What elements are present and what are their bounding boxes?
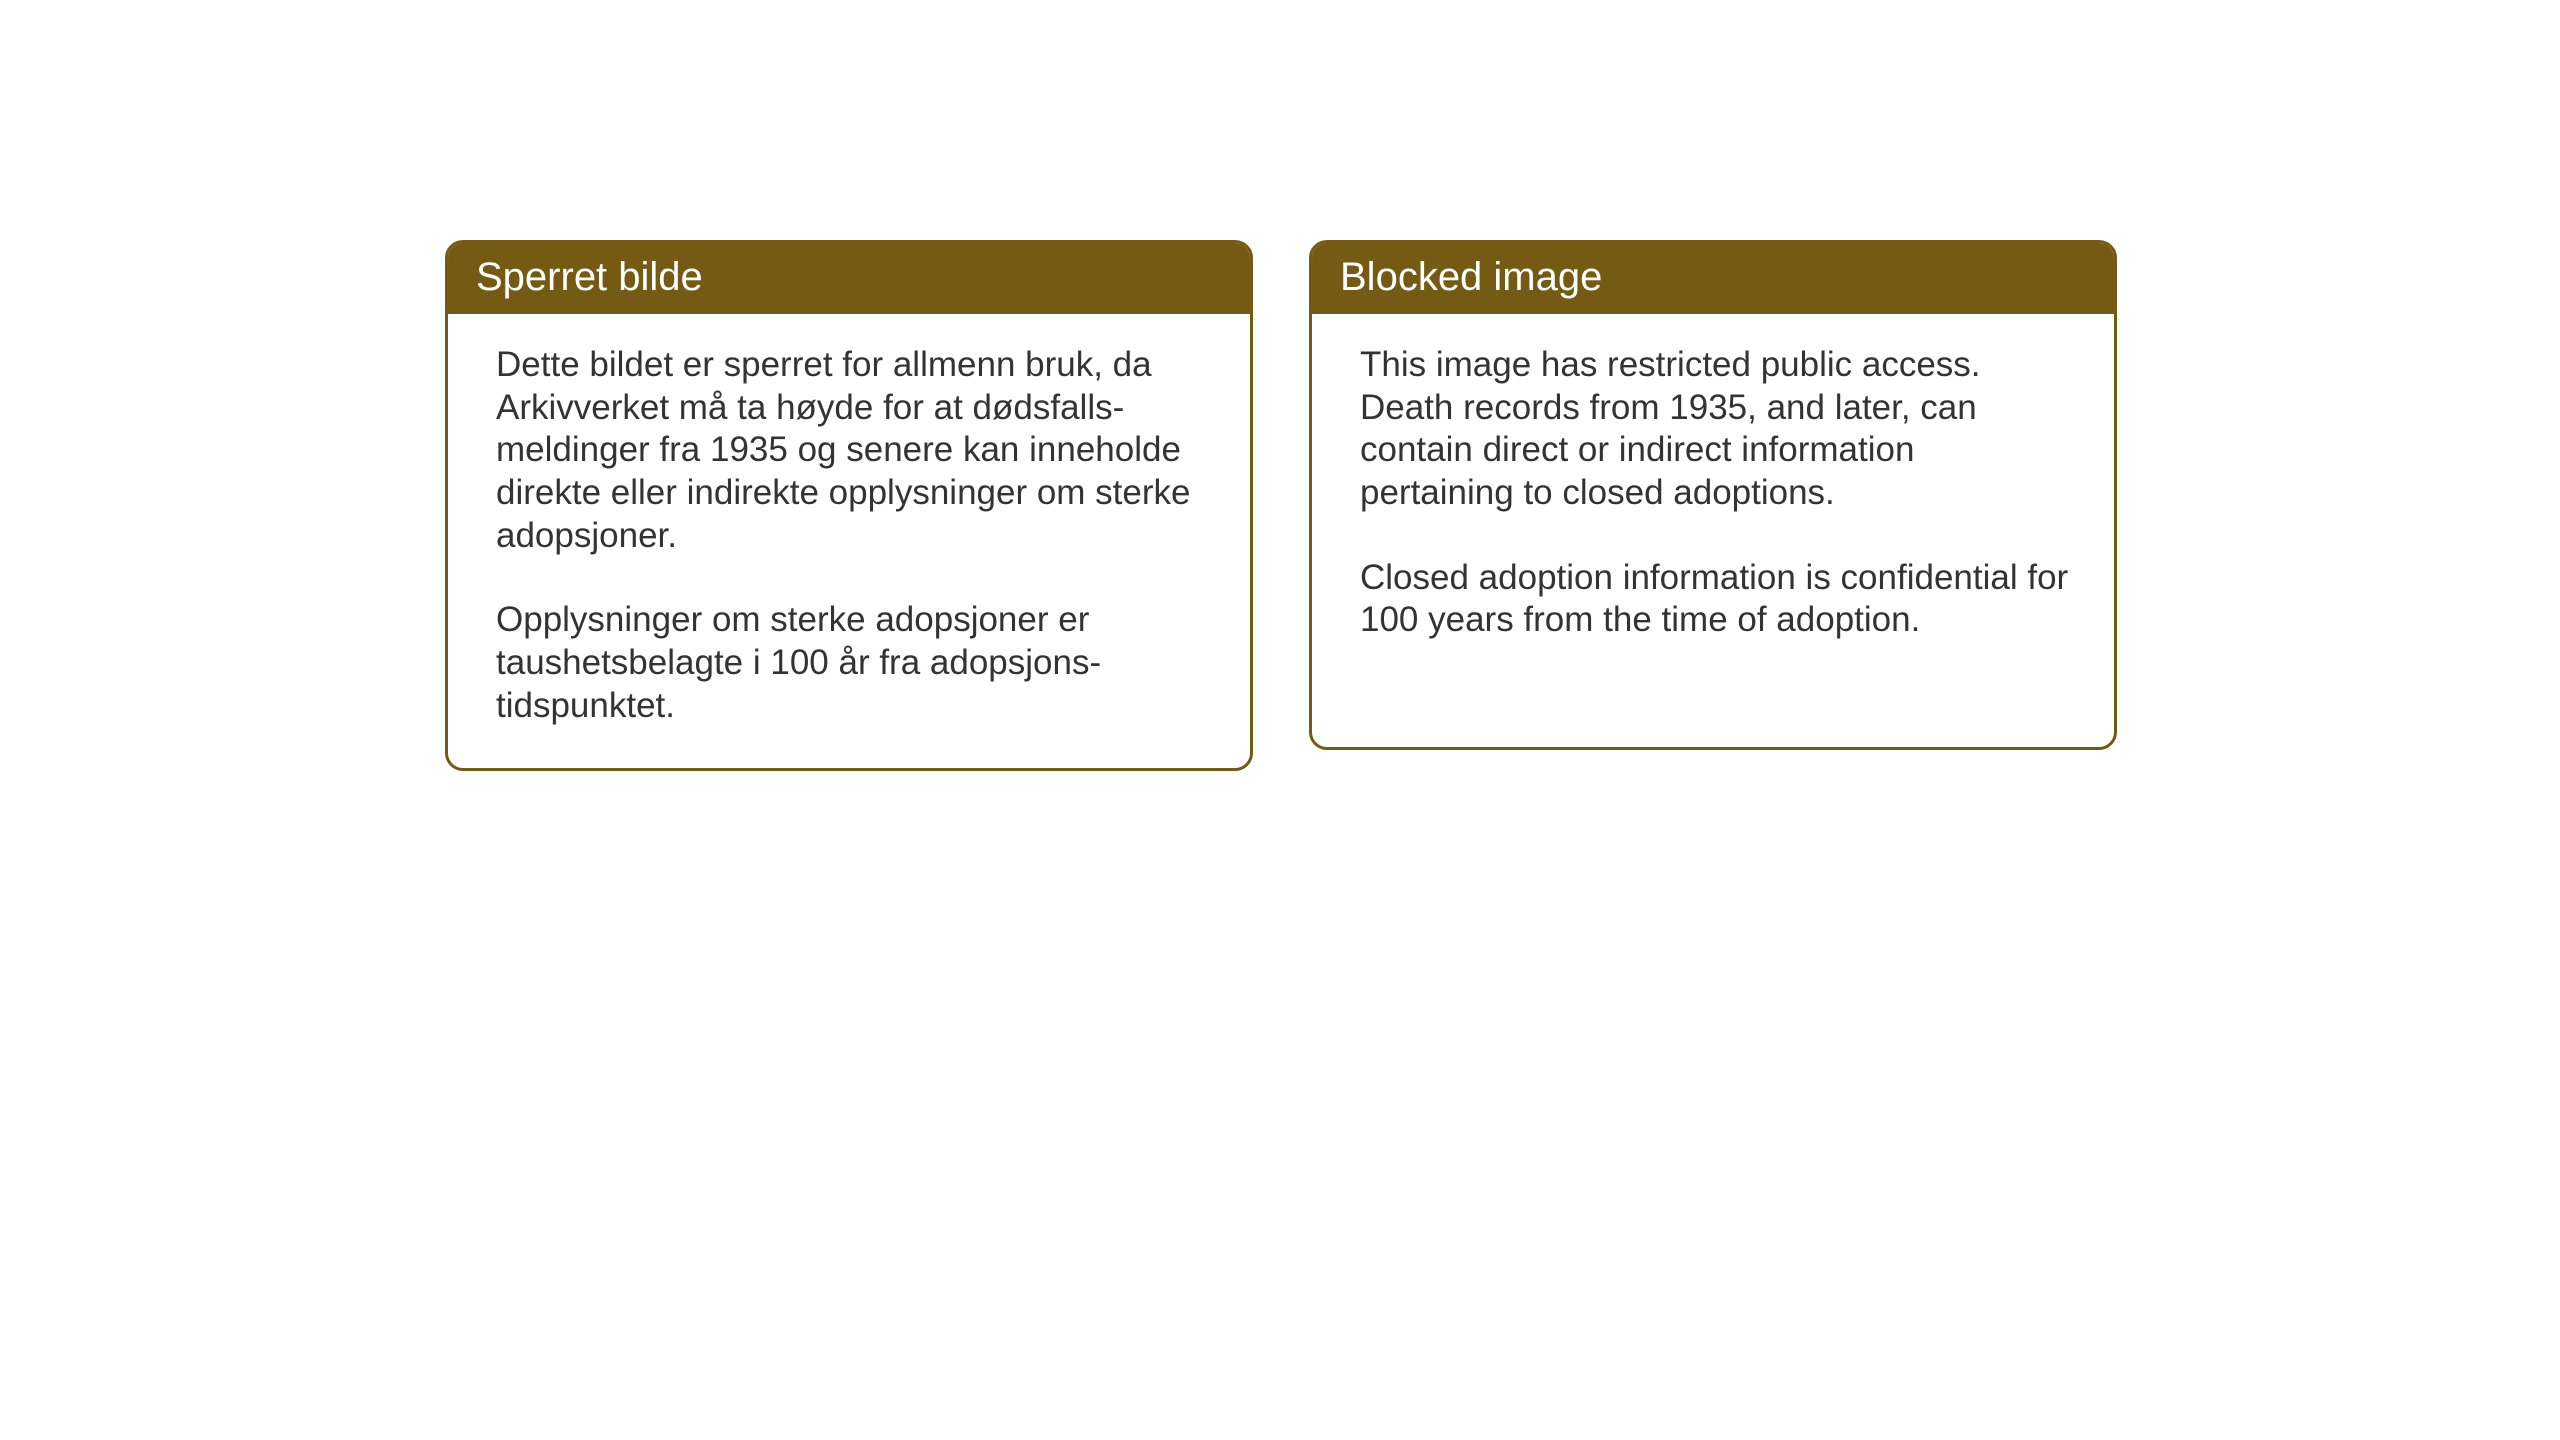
notice-header-english: Blocked image — [1312, 243, 2114, 314]
notice-box-norwegian: Sperret bilde Dette bildet er sperret fo… — [445, 240, 1253, 771]
notice-paragraph: This image has restricted public access.… — [1360, 344, 2070, 515]
notice-paragraph: Dette bildet er sperret for allmenn bruk… — [496, 344, 1206, 557]
notice-paragraph: Closed adoption information is confident… — [1360, 557, 2070, 642]
notice-box-english: Blocked image This image has restricted … — [1309, 240, 2117, 750]
notice-header-norwegian: Sperret bilde — [448, 243, 1250, 314]
notice-container: Sperret bilde Dette bildet er sperret fo… — [445, 240, 2117, 771]
notice-body-english: This image has restricted public access.… — [1312, 314, 2114, 682]
notice-paragraph: Opplysninger om sterke adopsjoner er tau… — [496, 599, 1206, 727]
notice-body-norwegian: Dette bildet er sperret for allmenn bruk… — [448, 314, 1250, 768]
